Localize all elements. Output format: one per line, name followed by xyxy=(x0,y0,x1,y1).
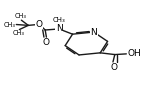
Text: CH₃: CH₃ xyxy=(13,30,25,36)
Text: CH₃: CH₃ xyxy=(53,17,66,23)
Text: OH: OH xyxy=(127,49,141,58)
Text: O: O xyxy=(110,63,117,72)
Text: O: O xyxy=(42,38,49,47)
Text: CH₃: CH₃ xyxy=(3,21,15,27)
Text: N: N xyxy=(90,28,97,37)
Text: O: O xyxy=(36,20,43,29)
Text: CH₃: CH₃ xyxy=(15,13,27,19)
Text: N: N xyxy=(56,24,62,33)
